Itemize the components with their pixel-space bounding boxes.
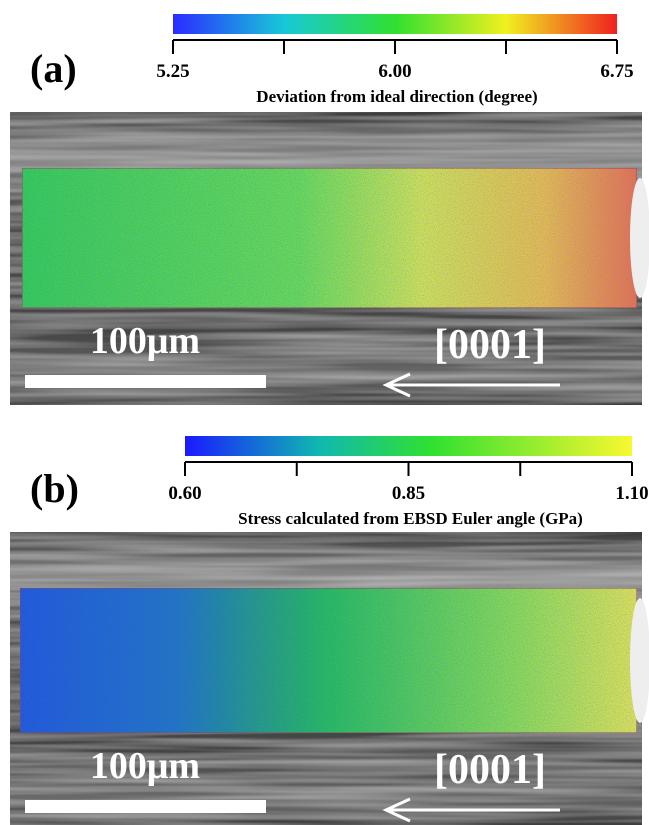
map-edge [630, 598, 649, 723]
panel-label: (a) [30, 46, 77, 91]
panel: (a) 5.25 6.00 6.75 Deviation from ideal dire… [10, 14, 649, 405]
colorbar-title: Deviation from ideal direction (degree) [256, 87, 537, 106]
ebsd-map [21, 167, 638, 309]
colorbar-tick-label: 0.85 [392, 483, 425, 504]
direction-label: [0001] [434, 322, 546, 368]
colorbar-title: Stress calculated from EBSD Euler angle … [238, 509, 583, 528]
direction-arrow [382, 797, 560, 823]
panel-label: (b) [30, 466, 79, 511]
scale-bar-label: 100μm [90, 320, 200, 362]
colorbar-tick-label: 1.10 [615, 483, 648, 504]
scale-bar [25, 800, 266, 813]
colorbar-tick-label: 0.60 [168, 483, 201, 504]
colorbar [173, 14, 617, 34]
ebsd-map [19, 587, 638, 734]
scale-bar-label: 100μm [90, 745, 200, 787]
direction-arrow [382, 372, 560, 398]
colorbar-tick-label: 5.25 [156, 61, 189, 82]
colorbar [185, 436, 632, 456]
map-edge [630, 178, 649, 298]
panel: (b) 0.60 0.85 1.10 Stress calculated from EB… [10, 436, 649, 825]
scale-bar [25, 375, 266, 388]
direction-label: [0001] [434, 747, 546, 793]
colorbar-tick-label: 6.00 [378, 61, 411, 82]
colorbar-tick-label: 6.75 [600, 61, 633, 82]
